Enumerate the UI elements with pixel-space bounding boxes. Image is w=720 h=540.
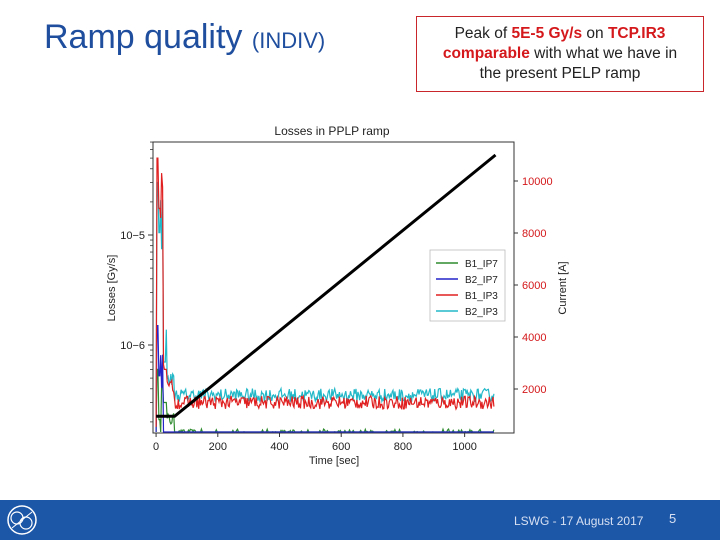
x-tick-label: 200 [209, 441, 227, 453]
x-tick-label: 1000 [452, 441, 476, 453]
y-axis-label-right: Current [A] [557, 261, 569, 314]
title-main: Ramp quality [44, 18, 243, 56]
cern-logo-icon [7, 505, 37, 535]
title-sub: (INDIV) [251, 28, 326, 53]
callout-text: on [582, 25, 608, 42]
left-axis-minor-ticks [150, 141, 153, 423]
callout-text: Peak of [454, 25, 512, 42]
callout-line-2: comparable with what we have in [417, 44, 703, 64]
y-tick-label-left: 10−5 [120, 230, 145, 242]
y-tick-label-right: 4000 [522, 332, 546, 344]
right-axis-ticks: 2000 4000 6000 8000 10000 [514, 176, 553, 396]
slide-title: Ramp quality (INDIV) [44, 18, 325, 57]
series-b1-ip3 [155, 157, 495, 427]
y-tick-label-right: 6000 [522, 280, 546, 292]
callout-line-3: the present PELP ramp [479, 65, 641, 82]
callout-location: TCP.IR3 [607, 25, 666, 42]
legend-label: B1_IP7 [465, 259, 498, 270]
series-b2-ip3 [155, 181, 495, 420]
legend-label: B2_IP3 [465, 307, 498, 318]
series-current [156, 153, 497, 418]
page-number: 5 [669, 511, 677, 526]
x-tick-label: 0 [153, 441, 159, 453]
callout-emphasis: comparable [442, 45, 530, 62]
chart-title: Losses in PPLP ramp [274, 124, 389, 138]
x-tick-label: 400 [270, 441, 288, 453]
x-tick-label: 600 [332, 441, 350, 453]
callout-box: Peak of 5E-5 Gy/s on TCP.IR3 comparable … [416, 16, 704, 92]
footer-bar: LSWG - 17 August 2017 5 [0, 500, 720, 540]
series-b2-ip7 [155, 325, 494, 433]
x-tick-label: 800 [394, 441, 412, 453]
y-tick-label-right: 8000 [522, 228, 546, 240]
legend-label: B2_IP7 [465, 275, 498, 286]
x-axis-ticks: 0 200 400 600 800 1000 [153, 433, 477, 453]
legend-label: B1_IP3 [465, 291, 498, 302]
callout-text: with what we have in [529, 45, 678, 62]
callout-peak-value: 5E-5 Gy/s [511, 25, 583, 42]
footer-text: LSWG - 17 August 2017 [514, 514, 644, 528]
x-axis-label: Time [sec] [309, 455, 359, 467]
y-tick-label-right: 10000 [522, 176, 553, 188]
y-tick-label-left: 10−6 [120, 340, 145, 352]
left-axis-ticks: 10−5 10−6 [120, 230, 153, 352]
y-axis-label-left: Losses [Gy/s] [106, 255, 118, 322]
losses-chart: Losses in PPLP ramp 0 200 400 600 800 1000 10… [106, 124, 569, 467]
chart-legend: B1_IP7 B2_IP7 B1_IP3 B2_IP3 [429, 249, 506, 322]
y-tick-label-right: 2000 [522, 384, 546, 396]
series-layer [155, 153, 497, 434]
callout-line-1: Peak of 5E-5 Gy/s on TCP.IR3 [417, 24, 703, 44]
legend-box [429, 249, 506, 322]
